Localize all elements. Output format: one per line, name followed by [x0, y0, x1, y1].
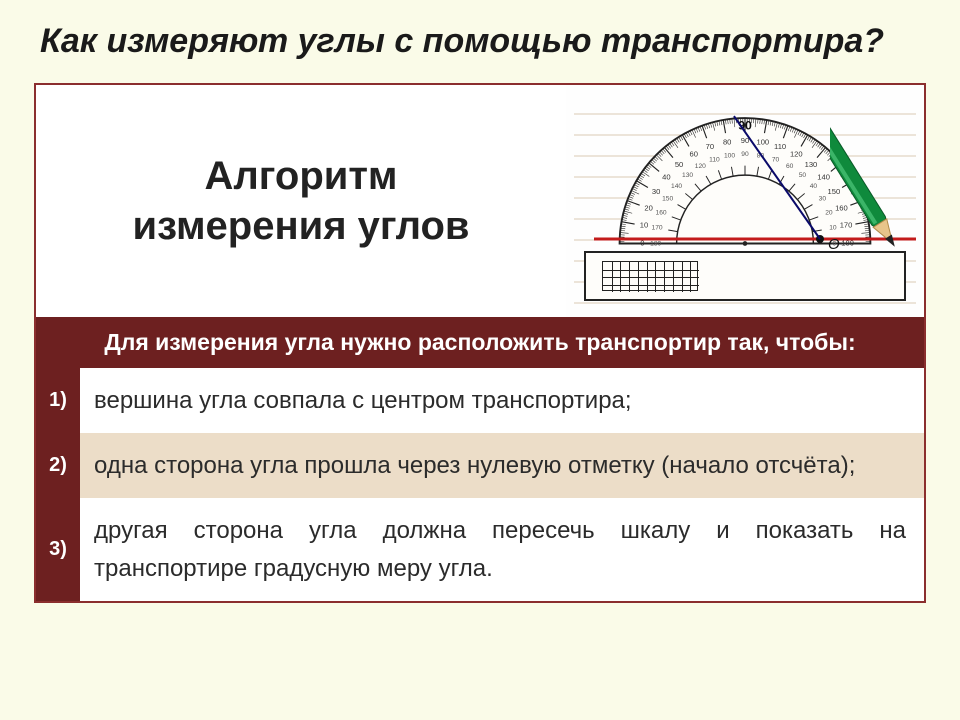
svg-text:90: 90 — [741, 136, 749, 145]
svg-text:80: 80 — [757, 152, 765, 159]
page-title: Как измеряют углы с помощью транспортира… — [34, 16, 926, 75]
step-row: 2) одна сторона угла прошла через нулеву… — [36, 433, 924, 498]
svg-text:140: 140 — [671, 183, 682, 190]
step-number: 1) — [36, 368, 80, 433]
step-number: 2) — [36, 433, 80, 498]
step-text: другая сторона угла должна пересечь шкал… — [80, 498, 924, 600]
svg-text:80: 80 — [723, 137, 731, 146]
step-row: 1) вершина угла совпала с центром трансп… — [36, 368, 924, 433]
svg-text:100: 100 — [756, 137, 769, 146]
svg-text:60: 60 — [689, 150, 697, 159]
svg-text:120: 120 — [695, 163, 706, 170]
svg-text:50: 50 — [675, 160, 683, 169]
svg-text:50: 50 — [799, 172, 807, 179]
svg-text:150: 150 — [662, 196, 673, 203]
algorithm-title: Алгоритмизмерения углов — [36, 85, 566, 317]
svg-text:130: 130 — [805, 160, 818, 169]
svg-text:70: 70 — [772, 156, 780, 163]
svg-text:40: 40 — [662, 173, 670, 182]
svg-text:70: 70 — [706, 142, 714, 151]
svg-text:120: 120 — [790, 150, 803, 159]
svg-text:180: 180 — [650, 240, 661, 247]
svg-text:90: 90 — [741, 151, 749, 158]
svg-text:110: 110 — [774, 142, 786, 151]
svg-text:110: 110 — [709, 156, 720, 163]
svg-text:160: 160 — [656, 210, 667, 217]
svg-text:100: 100 — [724, 152, 735, 159]
step-row: 3) другая сторона угла должна пересечь ш… — [36, 498, 924, 600]
svg-text:60: 60 — [786, 163, 794, 170]
step-number: 3) — [36, 498, 80, 600]
svg-text:10: 10 — [640, 221, 648, 230]
figure-cell: 0180101702016030150401405013060120701108… — [566, 85, 924, 317]
ruler-grid — [602, 261, 698, 291]
pencil-icon — [830, 99, 940, 259]
step-text: одна сторона угла прошла через нулевую о… — [80, 433, 924, 498]
svg-text:140: 140 — [817, 173, 830, 182]
svg-text:30: 30 — [819, 196, 827, 203]
algorithm-panel: Алгоритмизмерения углов 0 180 10 170 20 160 30… — [34, 83, 926, 603]
svg-text:130: 130 — [682, 172, 693, 179]
panel-header: Алгоритмизмерения углов 0 180 10 170 20 160 30… — [36, 85, 924, 317]
slide: Как измеряют углы с помощью транспортира… — [0, 0, 960, 720]
svg-text:90: 90 — [738, 119, 752, 133]
intro-text: Для измерения угла нужно расположить тра… — [36, 317, 924, 368]
svg-text:170: 170 — [652, 225, 663, 232]
svg-text:0: 0 — [640, 239, 644, 248]
protractor-figure: 0180101702016030150401405013060120701108… — [574, 93, 916, 311]
step-text: вершина угла совпала с центром транспорт… — [80, 368, 924, 433]
svg-text:30: 30 — [652, 187, 660, 196]
svg-text:40: 40 — [810, 183, 818, 190]
svg-text:20: 20 — [644, 203, 652, 212]
